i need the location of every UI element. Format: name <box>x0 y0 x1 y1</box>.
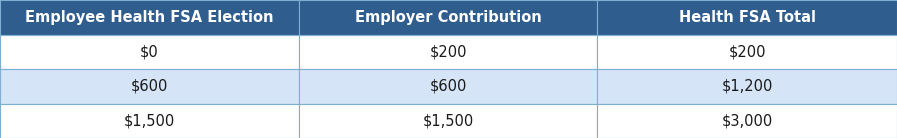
Bar <box>597 69 897 104</box>
Text: $3,000: $3,000 <box>721 113 773 128</box>
Text: Employee Health FSA Election: Employee Health FSA Election <box>25 10 274 25</box>
Text: $200: $200 <box>728 44 766 59</box>
Bar <box>0 34 299 69</box>
Text: $200: $200 <box>430 44 466 59</box>
Bar <box>0 104 299 138</box>
Bar <box>0 0 299 34</box>
Bar <box>0 69 299 104</box>
Text: Health FSA Total: Health FSA Total <box>679 10 815 25</box>
Text: $600: $600 <box>430 79 466 94</box>
Bar <box>597 34 897 69</box>
Bar <box>299 34 597 69</box>
Bar <box>597 104 897 138</box>
Text: $1,500: $1,500 <box>422 113 474 128</box>
Text: Employer Contribution: Employer Contribution <box>354 10 542 25</box>
Text: $0: $0 <box>140 44 159 59</box>
Bar <box>299 69 597 104</box>
Text: $1,200: $1,200 <box>721 79 773 94</box>
Bar <box>299 0 597 34</box>
Bar <box>299 104 597 138</box>
Bar <box>597 0 897 34</box>
Text: $600: $600 <box>131 79 168 94</box>
Text: $1,500: $1,500 <box>124 113 175 128</box>
